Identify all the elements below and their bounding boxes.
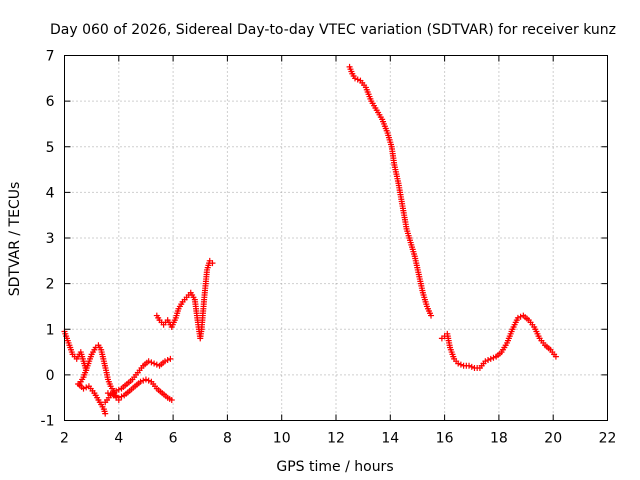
satellite-track-e xyxy=(104,376,175,403)
y-axis-label: SDTVAR / TECUs xyxy=(7,182,23,297)
x-tick-label: 18 xyxy=(490,431,508,447)
data-point xyxy=(137,378,144,385)
satellite-track-b xyxy=(76,342,122,403)
data-point xyxy=(145,358,152,365)
chart-title: Day 060 of 2026, Sidereal Day-to-day VTE… xyxy=(50,22,616,38)
data-point xyxy=(110,392,117,399)
y-tick-label: -1 xyxy=(41,414,55,430)
data-point xyxy=(485,357,492,364)
data-point xyxy=(468,363,475,370)
data-point xyxy=(102,410,109,417)
data-point xyxy=(164,357,171,364)
plot-frame xyxy=(64,55,608,421)
data-point xyxy=(490,354,497,361)
y-tick-label: 1 xyxy=(46,322,55,338)
data-point xyxy=(107,391,114,398)
data-point xyxy=(83,384,90,391)
y-tick-label: 3 xyxy=(46,231,55,247)
data-point xyxy=(457,361,464,368)
data-point xyxy=(552,353,559,360)
satellite-track-g xyxy=(346,63,435,319)
x-tick-label: 10 xyxy=(273,431,291,447)
x-tick-label: 2 xyxy=(60,431,69,447)
data-point xyxy=(142,376,149,383)
data-point xyxy=(148,359,155,366)
data-point xyxy=(104,390,111,397)
satellite-track-h xyxy=(438,312,559,372)
data-point xyxy=(80,385,87,392)
data-point xyxy=(161,358,168,365)
data-point xyxy=(115,386,122,393)
data-point xyxy=(113,393,120,400)
data-point xyxy=(487,355,494,362)
data-point xyxy=(455,360,462,367)
data-point xyxy=(466,362,473,369)
data-point xyxy=(209,260,216,267)
data-point xyxy=(113,387,120,394)
data-point xyxy=(151,360,158,367)
x-tick-label: 6 xyxy=(169,431,178,447)
x-tick-label: 4 xyxy=(114,431,123,447)
satellite-track-c xyxy=(75,381,109,417)
y-tick-label: 2 xyxy=(46,277,55,293)
data-point xyxy=(167,355,174,362)
data-point xyxy=(118,393,125,400)
x-tick-label: 14 xyxy=(381,431,399,447)
satellite-track-d xyxy=(102,355,174,406)
data-point xyxy=(145,377,152,384)
x-tick-label: 8 xyxy=(223,431,232,447)
satellite-track-a xyxy=(61,328,90,374)
y-tick-label: 4 xyxy=(46,185,55,201)
data-point xyxy=(354,76,361,83)
y-tick-label: 5 xyxy=(46,140,55,156)
data-point xyxy=(352,75,359,82)
y-tick-label: 7 xyxy=(46,49,55,65)
data-point xyxy=(115,394,122,401)
grid-lines xyxy=(64,55,608,421)
satellite-track-f xyxy=(153,257,216,342)
data-point xyxy=(168,396,175,403)
x-tick-label: 16 xyxy=(436,431,454,447)
data-point xyxy=(428,312,435,319)
x-tick-label: 20 xyxy=(544,431,562,447)
x-tick-label: 22 xyxy=(599,431,617,447)
data-point xyxy=(514,314,521,321)
y-tick-label: 6 xyxy=(46,94,55,110)
data-point xyxy=(482,358,489,365)
x-axis-label: GPS time / hours xyxy=(276,459,393,475)
data-point xyxy=(140,377,147,384)
y-tick-label: 0 xyxy=(46,368,55,384)
data-points xyxy=(61,63,559,417)
x-tick-label: 12 xyxy=(327,431,345,447)
